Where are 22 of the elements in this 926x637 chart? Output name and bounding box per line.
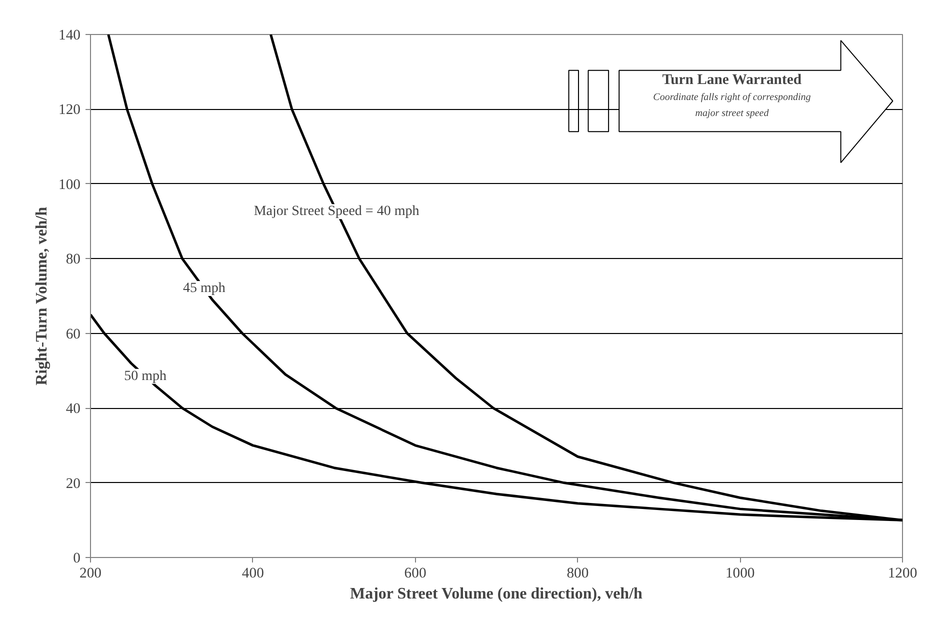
y-tick-label: 120 — [58, 102, 80, 118]
annotation: 45 mph — [182, 281, 226, 296]
annotation: Coordinate falls right of corresponding — [653, 92, 811, 104]
x-axis-title: Major Street Volume (one direction), veh/h — [350, 586, 643, 602]
x-tick-label: 200 — [80, 566, 102, 582]
x-tick-label: 800 — [566, 566, 589, 582]
annotation: Turn Lane Warranted — [662, 72, 802, 88]
y-tick-label: 20 — [66, 476, 80, 492]
annotation: Major Street Speed = 40 mph — [254, 204, 420, 220]
y-tick-label: 40 — [66, 401, 80, 418]
y-tick-label: 60 — [66, 326, 80, 342]
annotation: 50 mph — [124, 368, 167, 384]
y-tick-label: 140 — [58, 28, 80, 44]
y-tick-label: 80 — [66, 252, 80, 268]
y-tick-label: 100 — [58, 176, 80, 193]
x-tick-label: 1000 — [725, 566, 755, 582]
x-tick-label: 1200 — [888, 566, 918, 582]
y-tick-label: 0 — [73, 550, 80, 566]
x-tick-label: 600 — [404, 566, 426, 582]
annotation: major street speed — [695, 108, 770, 120]
x-tick-label: 400 — [242, 566, 264, 582]
y-axis-title: Right-Turn Volume, veh/h — [34, 206, 51, 386]
